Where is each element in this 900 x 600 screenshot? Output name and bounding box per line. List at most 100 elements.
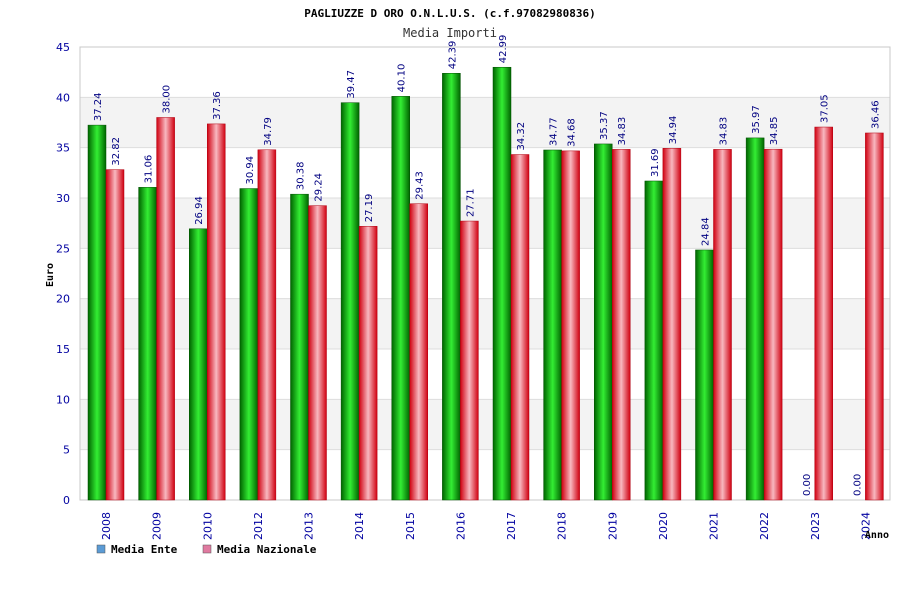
data-label: 34.83 [617,117,628,146]
data-label: 35.97 [751,105,762,134]
x-tick-label: 2010 [201,512,214,540]
bar-media-nazionale [814,126,833,501]
bar-media-nazionale [207,123,226,501]
y-tick-label: 0 [63,494,70,507]
x-tick-label: 2018 [556,512,569,540]
bar-media-nazionale [308,205,327,501]
data-label: 30.38 [296,162,307,191]
bar-media-ente [594,143,613,501]
bar-media-ente [745,137,765,501]
bar-media-nazionale [561,150,580,501]
y-tick-label: 40 [56,91,70,104]
bar-media-nazionale [460,220,479,501]
x-tick-label: 2013 [303,512,316,540]
data-label: 42.39 [447,41,458,70]
x-tick-label: 2020 [657,512,670,540]
plot-area: 0 5 10 15 20 25 30 35 40 45 37.24 32.82 2008 31.06 38.… [56,35,891,540]
data-label: 34.68 [567,118,578,147]
y-tick-label: 20 [56,293,70,306]
data-label: 39.47 [346,70,357,99]
data-label: 0.00 [852,474,863,496]
bar-media-nazionale [612,149,631,501]
bar-media-nazionale [865,132,884,501]
x-tick-label: 2022 [758,512,771,540]
grid-band [80,47,890,98]
legend-label: Media Ente [111,543,178,556]
bar-media-nazionale [156,117,175,501]
data-label: 29.24 [314,173,325,202]
x-tick-label: 2016 [454,512,467,540]
chart-title: PAGLIUZZE D ORO O.N.L.U.S. (c.f.97082980… [304,7,595,20]
legend: Media Ente Media Nazionale [96,543,317,556]
y-axis-label: Euro [45,263,56,287]
data-label: 32.82 [111,137,122,166]
bar-media-nazionale [409,203,428,501]
data-label: 30.94 [245,156,256,185]
bar-media-nazionale [358,226,378,501]
x-tick-label: 2015 [404,512,417,540]
data-label: 31.69 [650,148,661,177]
data-label: 0.00 [802,474,813,496]
y-tick-label: 35 [56,142,70,155]
bar-media-ente [492,66,512,501]
data-label: 42.99 [498,35,509,64]
data-label: 24.84 [701,217,712,246]
y-tick-label: 5 [63,444,70,457]
data-label: 34.83 [719,117,730,146]
legend-swatch [96,544,106,554]
bar-media-nazionale [510,154,530,501]
x-axis-label: Anno [865,530,889,541]
y-tick-label: 10 [56,393,70,406]
bar-media-nazionale [257,149,277,501]
bar-media-ente [87,124,107,501]
x-tick-label: 2019 [606,512,619,540]
data-label: 34.32 [516,122,527,151]
bar-media-nazionale [105,169,125,501]
data-label: 26.94 [194,196,205,225]
data-label: 31.06 [144,155,155,184]
data-label: 38.00 [162,85,173,114]
x-tick-label: 2014 [353,512,366,540]
bar-media-ente [189,228,208,501]
legend-swatch [202,544,212,554]
x-tick-label: 2024 [859,512,872,540]
x-tick-label: 2008 [100,512,113,540]
y-tick-label: 15 [56,343,70,356]
bar-media-ente [644,180,664,501]
data-label: 37.36 [212,91,223,120]
bar-media-ente [391,96,410,501]
data-label: 40.10 [397,64,408,93]
bar-media-ente [239,188,259,501]
bar-media-nazionale [763,148,783,501]
bar-media-ente [290,193,309,501]
data-label: 34.77 [549,117,560,146]
data-label: 36.46 [870,100,881,129]
x-tick-label: 2017 [505,512,518,540]
chart-subtitle: Media Importi [403,26,497,40]
bar-media-ente [695,249,714,501]
legend-label: Media Nazionale [217,543,317,556]
bar-media-ente [340,102,360,501]
data-label: 34.85 [769,117,780,146]
data-label: 34.94 [668,116,679,145]
y-tick-label: 25 [56,242,70,255]
y-tick-label: 30 [56,192,70,205]
data-label: 27.19 [364,194,375,223]
bar-media-nazionale [662,148,682,501]
data-label: 37.24 [93,92,104,121]
data-label: 29.43 [415,171,426,200]
data-label: 35.37 [599,111,610,140]
data-label: 27.71 [465,188,476,217]
x-tick-label: 2009 [151,512,164,540]
x-tick-label: 2023 [809,512,822,540]
y-tick-label: 45 [56,41,70,54]
plot-frame [79,46,891,501]
data-label: 37.05 [820,94,831,123]
bar-media-ente [543,149,562,501]
bar-media-ente [138,187,157,501]
data-label: 34.79 [263,117,274,146]
x-tick-label: 2021 [708,512,721,540]
x-tick-label: 2012 [252,512,265,540]
bar-media-ente [442,73,461,501]
